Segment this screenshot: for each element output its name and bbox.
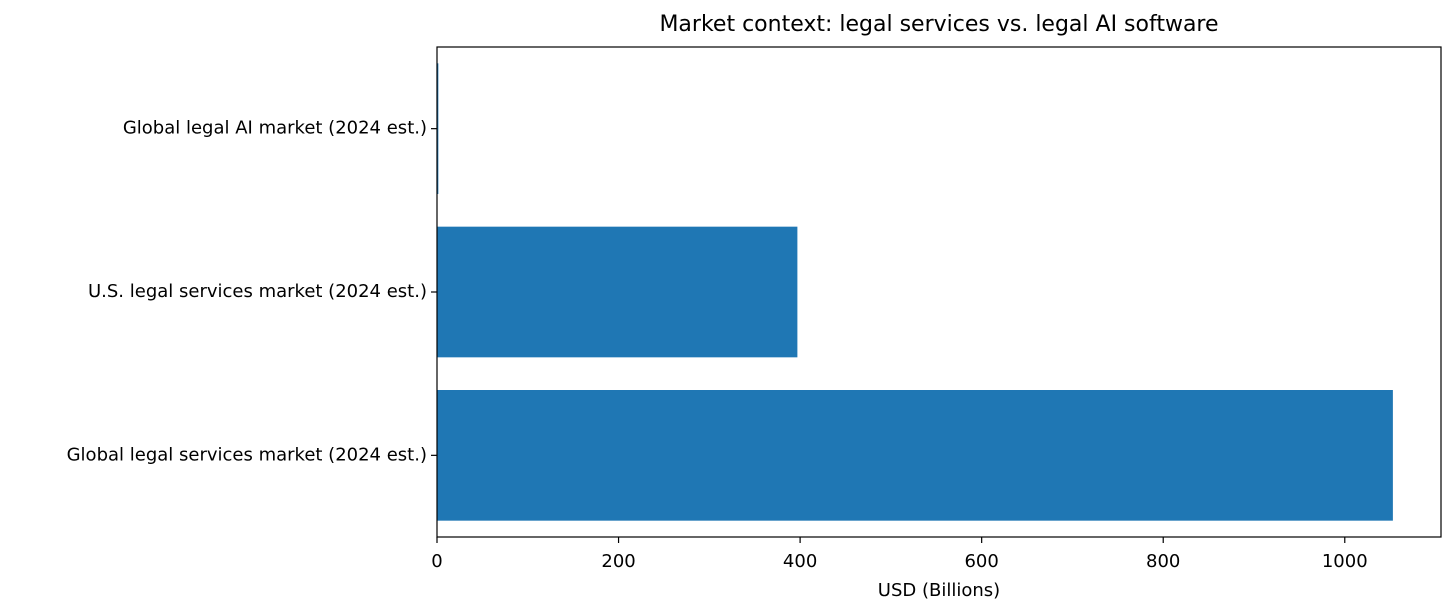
y-tick-label: Global legal AI market (2024 est.): [123, 118, 427, 139]
bar: [437, 63, 439, 195]
y-tick-label: U.S. legal services market (2024 est.): [88, 281, 427, 302]
plot-frame: [436, 46, 1442, 538]
x-tick-label: 400: [783, 551, 817, 572]
x-tick-label: 0: [431, 551, 442, 572]
x-tick-label: 600: [964, 551, 998, 572]
bar: [437, 226, 798, 358]
chart-title: Market context: legal services vs. legal…: [659, 12, 1218, 37]
bar: [437, 390, 1393, 521]
x-axis-label: USD (Billions): [878, 580, 1000, 601]
x-tick-label: 800: [1146, 551, 1180, 572]
y-tick-label: Global legal services market (2024 est.): [67, 444, 427, 465]
x-tick-label: 200: [601, 551, 635, 572]
x-tick-label: 1000: [1322, 551, 1368, 572]
